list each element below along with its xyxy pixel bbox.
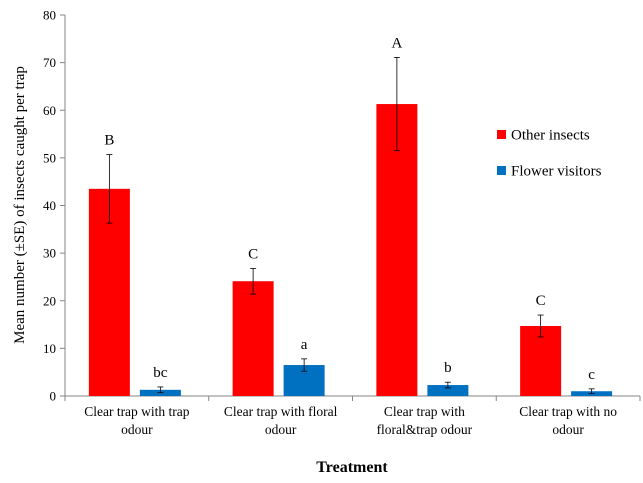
- category-label: floral&trap odour: [377, 422, 473, 437]
- y-tick-label: 0: [50, 389, 57, 404]
- legend-label: Flower visitors: [511, 164, 602, 180]
- legend: Other insects Flower visitors: [497, 128, 602, 180]
- y-axis-title: Mean number (±SE) of insects caught per …: [12, 66, 28, 344]
- significance-label: bc: [153, 365, 168, 381]
- y-tick-label: 10: [43, 341, 56, 356]
- legend-swatch: [497, 130, 506, 139]
- category-label: odour: [265, 422, 297, 437]
- significance-label: a: [301, 337, 308, 353]
- significance-label: C: [248, 246, 258, 262]
- bar-other-insects: [376, 104, 418, 396]
- significance-label: B: [104, 133, 114, 149]
- category-label: Clear trap with trap: [84, 404, 190, 419]
- category-label: odour: [121, 422, 153, 437]
- bar-flower-visitors: [427, 385, 469, 396]
- bars: [88, 56, 613, 396]
- y-tick-label: 70: [43, 55, 56, 70]
- significance-label: b: [444, 360, 452, 376]
- y-tick-label: 80: [43, 8, 56, 23]
- legend-swatch: [497, 166, 506, 175]
- y-tick-label: 40: [43, 198, 56, 213]
- category-label: Clear trap with no: [519, 404, 617, 419]
- bar-other-insects: [520, 325, 562, 396]
- category-label: Clear trap with: [384, 404, 465, 419]
- y-tick-label: 50: [43, 150, 56, 165]
- y-tick-label: 60: [43, 103, 56, 118]
- y-tick-label: 30: [43, 246, 56, 261]
- significance-label: A: [391, 35, 402, 51]
- legend-label: Other insects: [511, 128, 590, 144]
- bar-other-insects: [232, 281, 274, 396]
- x-axis-title: Treatment: [316, 459, 388, 476]
- category-label: Clear trap with floral: [224, 404, 338, 419]
- category-label: odour: [552, 422, 584, 437]
- significance-label: c: [588, 367, 595, 383]
- y-tick-label: 20: [43, 293, 56, 308]
- significance-label: C: [536, 293, 546, 309]
